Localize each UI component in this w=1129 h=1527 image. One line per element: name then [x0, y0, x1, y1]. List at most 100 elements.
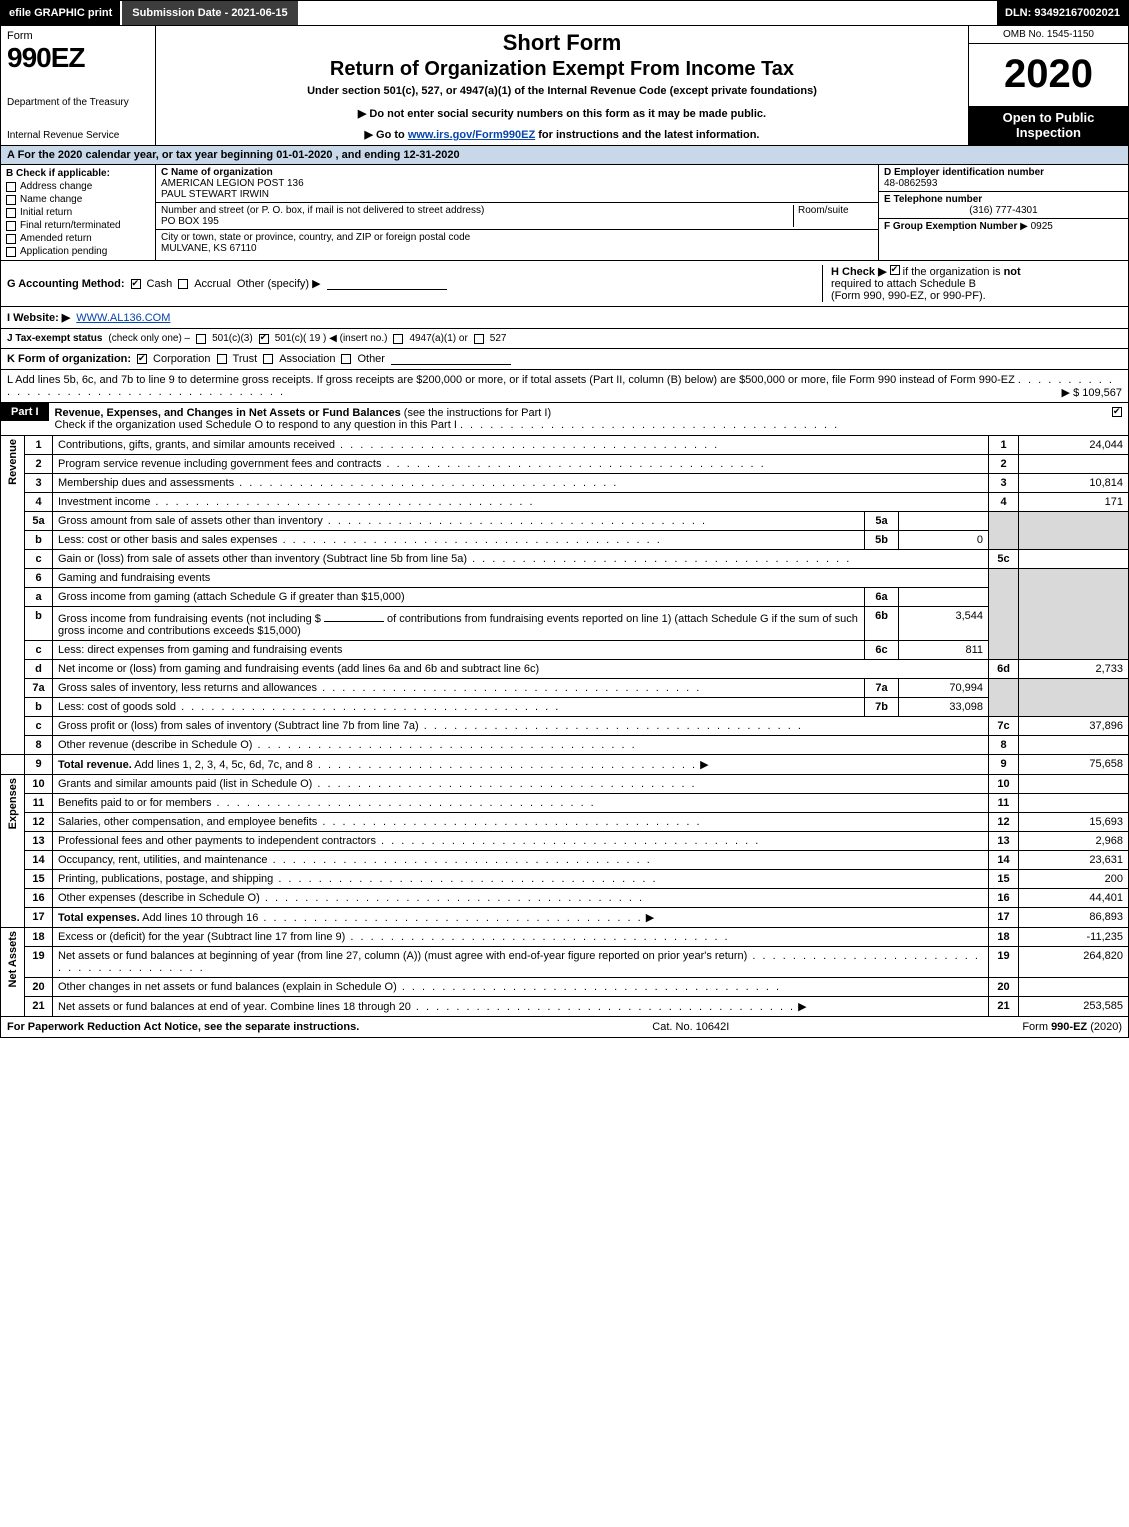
mval: 811 [899, 641, 989, 660]
d-ein-label: D Employer identification number [884, 167, 1123, 178]
lno: c [25, 550, 53, 569]
c-name-label: C Name of organization [161, 167, 873, 178]
lno: 8 [25, 736, 53, 755]
lbl-app-pending: Application pending [20, 246, 107, 257]
side-blank [1, 755, 25, 775]
lno: 21 [25, 997, 53, 1017]
chk-name-change[interactable]: Name change [6, 194, 150, 205]
rnum: 3 [989, 474, 1019, 493]
chk-4947[interactable] [393, 334, 403, 344]
header-right: OMB No. 1545-1150 2020 Open to Public In… [968, 26, 1128, 145]
ldesc: Net assets or fund balances at beginning… [58, 950, 747, 962]
ldesc-9b: Add lines 1, 2, 3, 4, 5c, 6d, 7c, and 8 [132, 759, 313, 771]
ldesc: Less: direct expenses from gaming and fu… [58, 644, 342, 656]
mnum: 5a [865, 512, 899, 531]
other-org-blank [391, 353, 511, 365]
chk-assoc[interactable] [263, 354, 273, 364]
addr-label: Number and street (or P. O. box, if mail… [161, 205, 793, 216]
chk-cash[interactable] [131, 279, 141, 289]
ldesc: Membership dues and assessments [58, 477, 234, 489]
dept-treasury: Department of the Treasury [7, 97, 149, 108]
grey-cell [989, 512, 1019, 550]
rval: 44,401 [1019, 889, 1129, 908]
ldesc: Benefits paid to or for members [58, 797, 211, 809]
lno: b [25, 698, 53, 717]
form-number: 990EZ [7, 42, 149, 74]
rval [1019, 736, 1129, 755]
rval: 171 [1019, 493, 1129, 512]
lbl-other-org: Other [357, 353, 385, 365]
ldesc: Gross amount from sale of assets other t… [58, 515, 323, 527]
under-section: Under section 501(c), 527, or 4947(a)(1)… [162, 85, 962, 97]
rval: 2,968 [1019, 832, 1129, 851]
ldesc: Contributions, gifts, grants, and simila… [58, 439, 335, 451]
efile-label[interactable]: efile GRAPHIC print [1, 1, 120, 25]
g-label: G Accounting Method: [7, 278, 125, 290]
chk-corp[interactable] [137, 354, 147, 364]
spacer [300, 1, 997, 25]
rval: 10,814 [1019, 474, 1129, 493]
rnum: 19 [989, 947, 1019, 978]
rval: -11,235 [1019, 928, 1129, 947]
lbl-final-return: Final return/terminated [20, 220, 121, 231]
chk-final-return[interactable]: Final return/terminated [6, 220, 150, 231]
chk-501c[interactable] [259, 334, 269, 344]
rval: 24,044 [1019, 436, 1129, 455]
lno: a [25, 588, 53, 607]
lno: 1 [25, 436, 53, 455]
rnum: 1 [989, 436, 1019, 455]
grey-cell [989, 569, 1019, 660]
chk-527[interactable] [474, 334, 484, 344]
lbl-cash: Cash [147, 278, 173, 290]
chk-other-org[interactable] [341, 354, 351, 364]
lines-table: Revenue 1 Contributions, gifts, grants, … [0, 436, 1129, 1017]
header-mid: Short Form Return of Organization Exempt… [156, 26, 968, 145]
side-expenses: Expenses [1, 775, 25, 928]
rval: 15,693 [1019, 813, 1129, 832]
website-link[interactable]: WWW.AL136.COM [76, 312, 170, 324]
chk-schedule-o[interactable] [1112, 407, 1122, 417]
part1-header: Part I Revenue, Expenses, and Changes in… [0, 403, 1129, 436]
lbl-address-change: Address change [20, 181, 92, 192]
h-text4: (Form 990, 990-EZ, or 990-PF). [831, 290, 986, 302]
rnum: 5c [989, 550, 1019, 569]
return-title: Return of Organization Exempt From Incom… [162, 58, 962, 81]
lno: 12 [25, 813, 53, 832]
d-ein-value: 48-0862593 [884, 178, 1123, 189]
other-specify-blank [327, 278, 447, 290]
lno: 19 [25, 947, 53, 978]
chk-address-change[interactable]: Address change [6, 181, 150, 192]
chk-h[interactable] [890, 265, 900, 275]
rnum: 14 [989, 851, 1019, 870]
lbl-501c: 501(c)( 19 ) ◀ (insert no.) [275, 333, 388, 344]
lno: 7a [25, 679, 53, 698]
go-to-link[interactable]: www.irs.gov/Form990EZ [408, 129, 535, 141]
lbl-amended-return: Amended return [20, 233, 92, 244]
rnum: 7c [989, 717, 1019, 736]
chk-app-pending[interactable]: Application pending [6, 246, 150, 257]
page-footer: For Paperwork Reduction Act Notice, see … [0, 1017, 1129, 1038]
lno: c [25, 641, 53, 660]
chk-501c3[interactable] [196, 334, 206, 344]
mnum: 7b [865, 698, 899, 717]
chk-trust[interactable] [217, 354, 227, 364]
side-revenue: Revenue [1, 436, 25, 755]
lbl-501c3: 501(c)(3) [212, 333, 253, 344]
do-not-enter: ▶ Do not enter social security numbers o… [162, 107, 962, 120]
lno: 5a [25, 512, 53, 531]
h-text2: if the organization is [903, 266, 1001, 278]
chk-amended-return[interactable]: Amended return [6, 233, 150, 244]
chk-initial-return[interactable]: Initial return [6, 207, 150, 218]
rval: 23,631 [1019, 851, 1129, 870]
city-label: City or town, state or province, country… [161, 232, 873, 243]
lbl-initial-return: Initial return [20, 207, 72, 218]
part1-title: Revenue, Expenses, and Changes in Net As… [55, 407, 401, 419]
lno: d [25, 660, 53, 679]
rnum: 13 [989, 832, 1019, 851]
lno: 11 [25, 794, 53, 813]
grey-cell [1019, 569, 1129, 660]
box-b-title: B Check if applicable: [6, 168, 150, 179]
box-def: D Employer identification number 48-0862… [878, 165, 1128, 260]
chk-accrual[interactable] [178, 279, 188, 289]
rnum: 16 [989, 889, 1019, 908]
